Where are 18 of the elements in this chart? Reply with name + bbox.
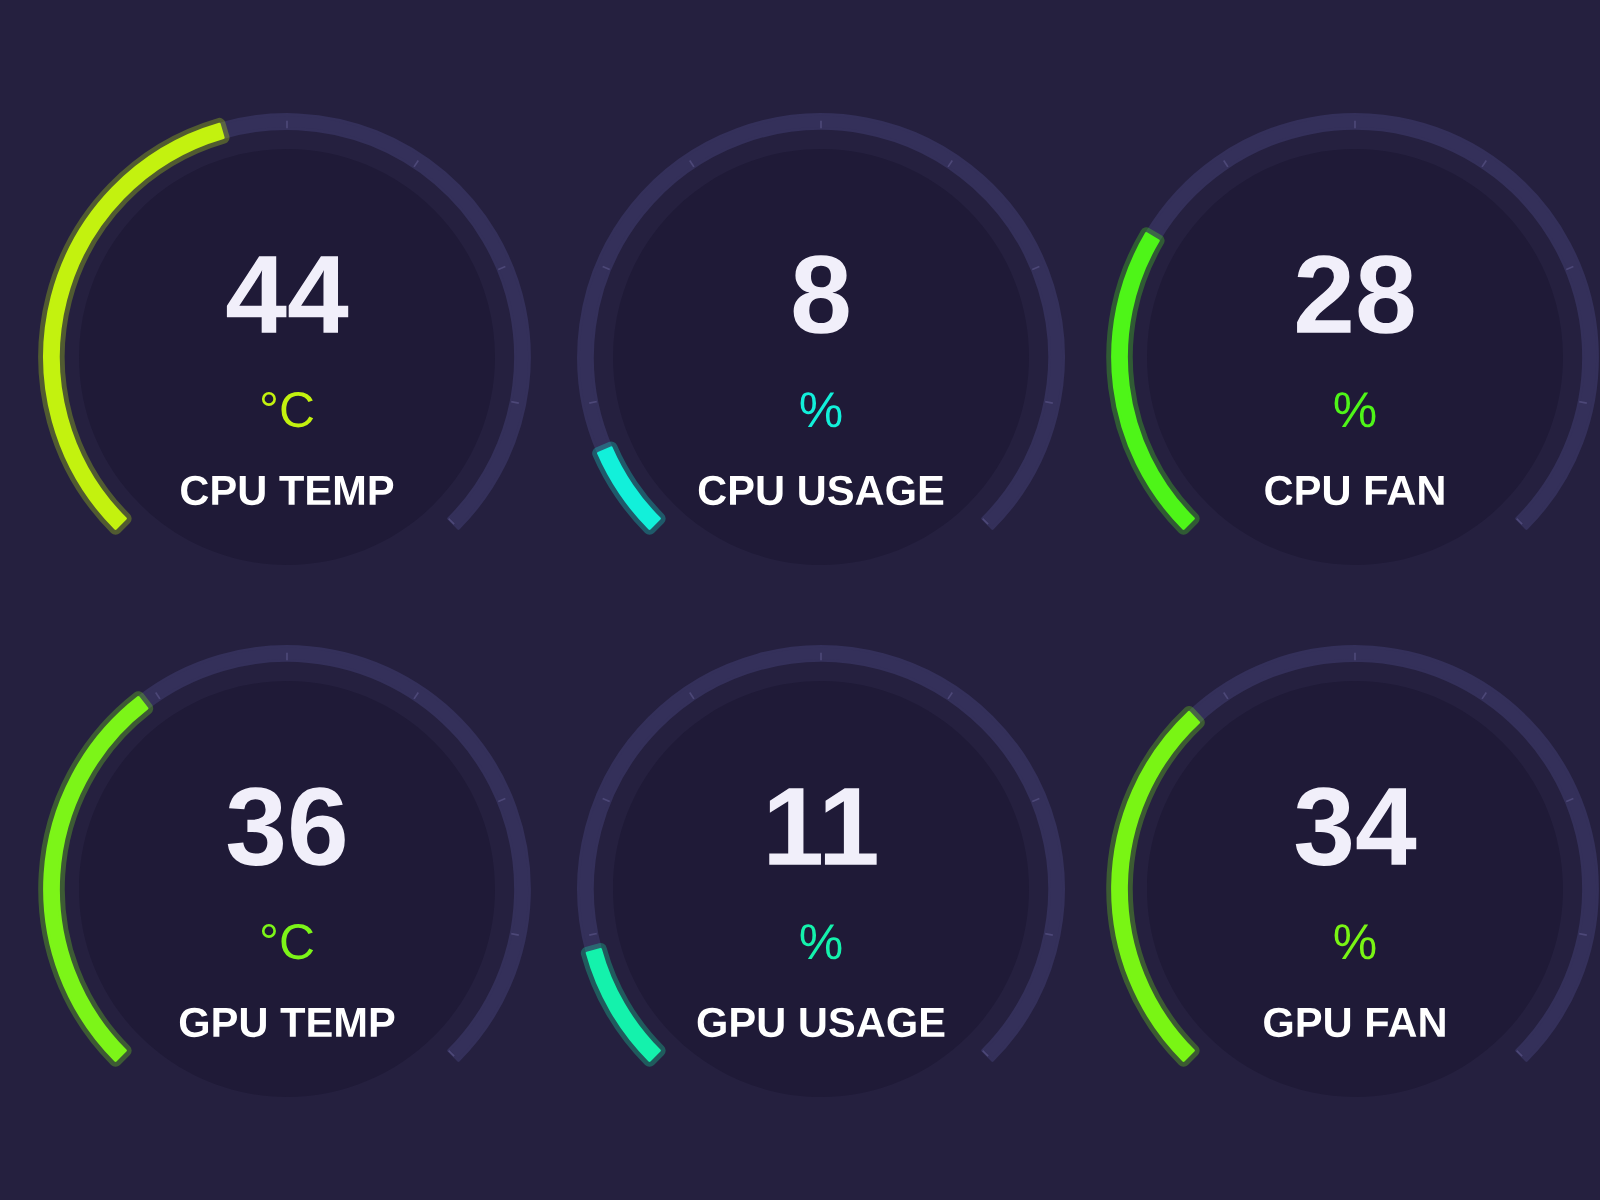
text: CPU FAN — [1265, 475, 1444, 506]
text: 36 — [227, 787, 345, 866]
text: 44 — [226, 256, 349, 333]
text: 8 — [793, 255, 849, 334]
text: °C — [261, 924, 314, 960]
text: GPU USAGE — [697, 1007, 945, 1038]
text: % — [1334, 924, 1376, 960]
text: CPU TEMP — [181, 475, 394, 506]
text: % — [800, 392, 842, 428]
text: GPU TEMP — [179, 1007, 395, 1038]
text: % — [800, 924, 842, 960]
text: 28 — [1297, 255, 1414, 334]
text: GPU FAN — [1264, 1007, 1445, 1038]
text: 34 — [1295, 787, 1417, 866]
text: % — [1334, 392, 1376, 428]
text: °C — [261, 392, 314, 428]
text: 11 — [769, 788, 877, 865]
text: CPU USAGE — [698, 475, 944, 506]
